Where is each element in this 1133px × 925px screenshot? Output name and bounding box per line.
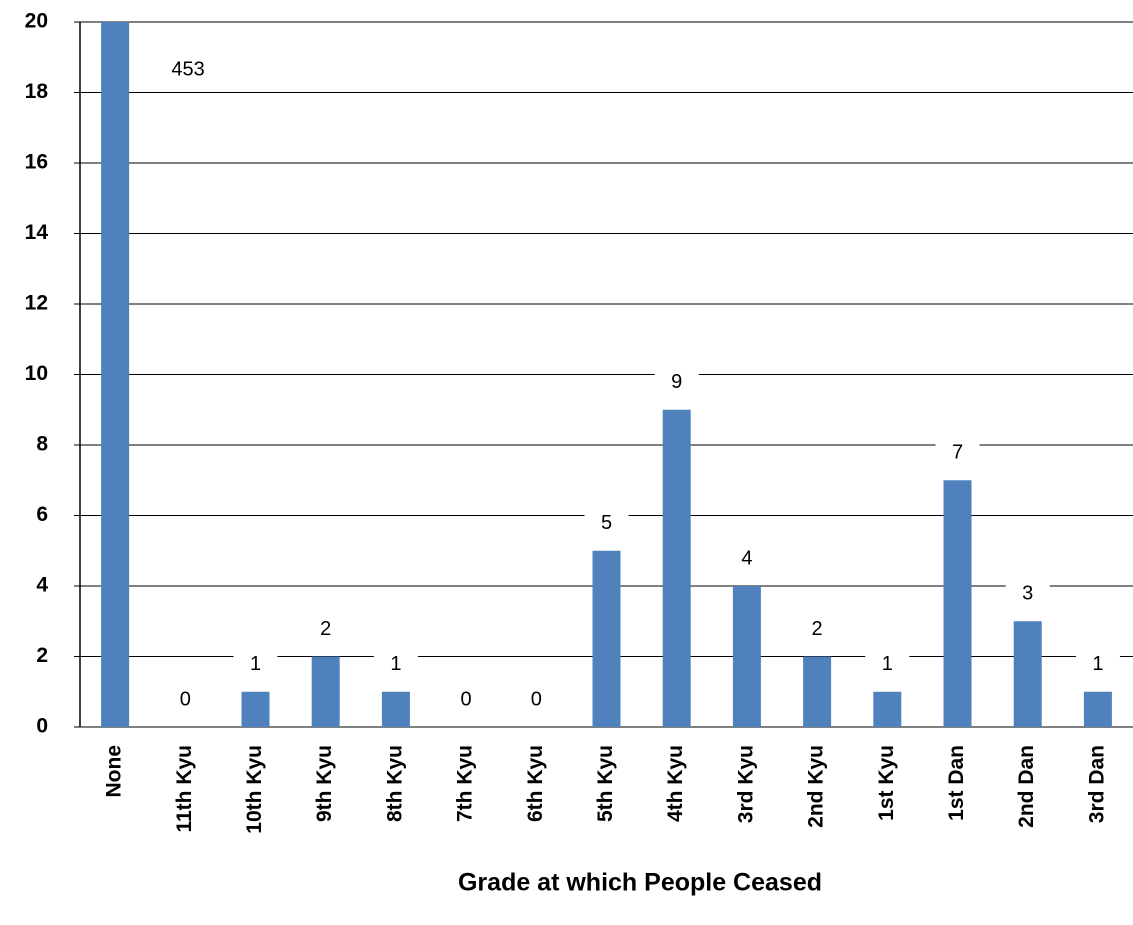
bar (943, 480, 972, 727)
value-label: 4 (741, 547, 752, 569)
bar (311, 656, 340, 727)
value-label-bg (373, 650, 418, 679)
value-label-bg (795, 615, 840, 644)
value-label: 3 (1022, 583, 1033, 605)
y-tick-label: 2 (36, 644, 48, 667)
x-tick-label: 1st Kyu (875, 745, 898, 821)
value-label-bg (444, 686, 489, 714)
value-label: 1 (390, 653, 401, 675)
x-tick-label: 3rd Dan (1085, 745, 1108, 823)
value-label-bg (166, 56, 211, 84)
x-tick-label: None (103, 745, 126, 798)
x-tick-label: 6th Kyu (524, 745, 547, 822)
y-tick-label: 0 (36, 715, 48, 738)
bar (732, 586, 761, 727)
value-label: 2 (812, 618, 823, 640)
value-label: 1 (250, 653, 261, 675)
y-tick-label: 12 (25, 292, 48, 315)
x-tick-label: 9th Kyu (313, 745, 336, 822)
bar (1083, 691, 1112, 727)
y-tick-label: 14 (25, 221, 49, 244)
value-label: 2 (320, 618, 331, 640)
value-label: 7 (952, 442, 963, 464)
value-label: 0 (531, 688, 542, 710)
bar (803, 656, 832, 727)
y-tick-label: 6 (36, 503, 48, 526)
x-tick-label: 4th Kyu (664, 745, 687, 822)
bar (592, 550, 621, 727)
bar (1013, 621, 1042, 727)
x-tick-label: 5th Kyu (594, 745, 617, 822)
bar (873, 691, 902, 727)
bars (101, 22, 1112, 727)
value-label-bg (233, 650, 278, 679)
value-label-bg (654, 368, 699, 397)
bar (662, 409, 691, 727)
value-label-bg (935, 439, 980, 468)
y-tick-label: 10 (25, 362, 48, 385)
value-label: 9 (671, 371, 682, 393)
x-tick-label: 11th Kyu (173, 745, 196, 833)
bar (381, 691, 410, 727)
value-label: 0 (461, 688, 472, 710)
x-tick-label: 2nd Dan (1015, 745, 1038, 828)
y-tick-label: 8 (36, 433, 48, 456)
value-label-bg (514, 686, 559, 714)
value-label: 0 (180, 688, 191, 710)
x-tick-label: 10th Kyu (243, 745, 266, 834)
value-label: 1 (882, 653, 893, 675)
y-tick-label: 16 (25, 151, 48, 174)
value-label-bg (163, 686, 208, 714)
value-label-bg (724, 545, 769, 573)
value-label: 453 (171, 58, 204, 80)
value-label-bg (1005, 580, 1050, 609)
x-tick-label: 3rd Kyu (734, 745, 757, 823)
bar (241, 691, 270, 727)
value-label: 1 (1092, 653, 1103, 675)
x-axis-title: Grade at which People Ceased (458, 869, 822, 897)
value-label-bg (865, 650, 910, 679)
x-tick-label: 8th Kyu (383, 745, 406, 822)
value-label-bg (1075, 650, 1120, 679)
y-tick-label: 20 (25, 10, 48, 33)
x-tick-label: 1st Dan (945, 745, 968, 821)
y-tick-label: 18 (25, 80, 49, 103)
x-tick-label: 2nd Kyu (805, 745, 828, 828)
x-tick-label: 7th Kyu (454, 745, 477, 822)
value-label-bg (303, 615, 348, 644)
value-label: 5 (601, 512, 612, 534)
y-tick-label: 4 (36, 574, 48, 597)
bar (101, 22, 130, 727)
value-label-bg (584, 509, 629, 538)
